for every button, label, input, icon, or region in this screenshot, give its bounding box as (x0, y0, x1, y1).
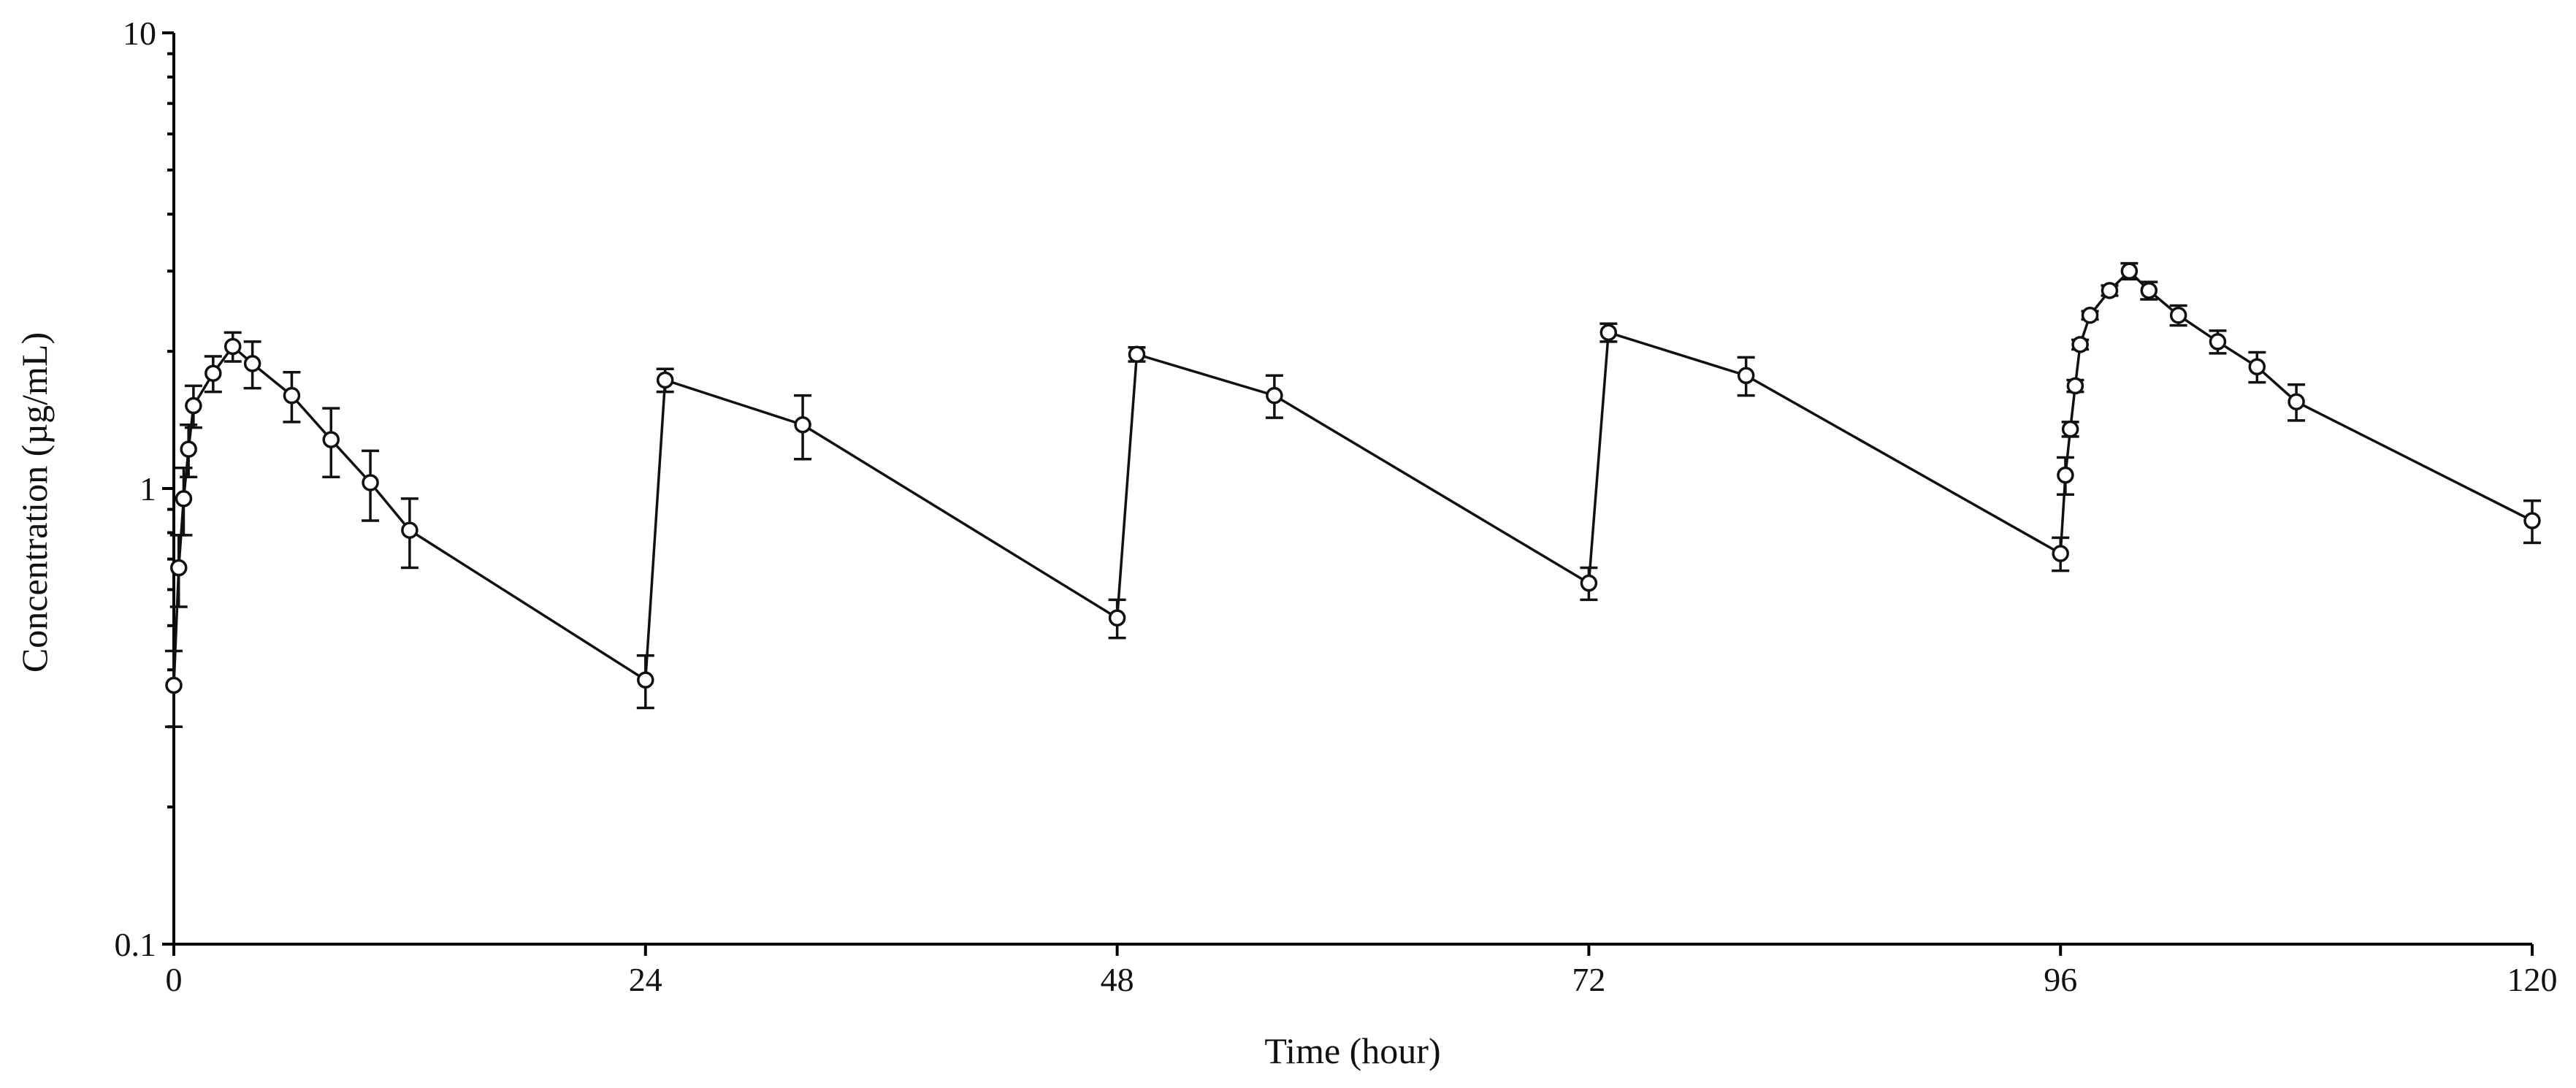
ticks-layer: 0 24 48 72 96 120 0.1 1 10 (115, 15, 2558, 998)
data-point-9 (322, 431, 340, 448)
data-point-28 (2120, 262, 2139, 280)
x-tick-label-2: 48 (1101, 961, 1134, 998)
data-point-30 (2169, 306, 2187, 324)
data-point-layer (165, 262, 2541, 694)
x-tick-label-4: 96 (2044, 961, 2077, 998)
data-point-23 (2061, 420, 2079, 438)
data-point-32 (2248, 358, 2266, 376)
data-point-17 (1266, 386, 1283, 405)
data-point-8 (283, 386, 301, 405)
data-point-5 (205, 364, 222, 382)
data-point-13 (656, 371, 674, 389)
data-point-34 (2523, 512, 2541, 529)
error-bar-layer (165, 261, 2541, 729)
series-line-layer (172, 269, 2533, 686)
data-point-26 (2081, 306, 2099, 324)
data-point-27 (2101, 282, 2119, 299)
data-point-25 (2071, 336, 2089, 353)
x-tick-label-3: 72 (1572, 961, 1605, 998)
y-tick-label-1: 1 (139, 470, 156, 507)
data-point-6 (223, 337, 242, 356)
data-point-19 (1600, 323, 1618, 342)
data-point-24 (2066, 377, 2084, 395)
x-tick-label-5: 120 (2507, 961, 2558, 998)
data-point-12 (637, 671, 654, 689)
data-point-21 (2052, 545, 2069, 562)
data-point-18 (1580, 574, 1598, 592)
series-line-0 (172, 269, 2533, 686)
data-point-2 (175, 490, 193, 507)
axes-layer (172, 33, 2532, 946)
data-point-4 (185, 396, 202, 415)
data-point-1 (169, 559, 188, 577)
data-point-22 (2057, 466, 2074, 484)
y-axis-title: Concentration (µg/mL) (14, 332, 55, 673)
data-point-7 (243, 355, 261, 372)
data-point-10 (362, 474, 379, 491)
data-point-3 (180, 440, 197, 458)
y-tick-label-0: 0.1 (115, 926, 157, 963)
data-point-0 (165, 676, 183, 694)
data-point-11 (401, 521, 418, 539)
y-tick-label-2: 10 (123, 15, 156, 52)
data-point-33 (2288, 393, 2305, 410)
x-tick-label-1: 24 (629, 961, 662, 998)
data-point-16 (1128, 345, 1146, 364)
x-tick-label-0: 0 (166, 961, 183, 998)
data-point-14 (794, 415, 811, 434)
data-point-15 (1108, 609, 1126, 627)
x-axis-title: Time (hour) (1264, 1030, 1440, 1071)
data-point-31 (2209, 333, 2227, 350)
data-point-29 (2140, 282, 2158, 299)
data-point-20 (1737, 367, 1755, 385)
